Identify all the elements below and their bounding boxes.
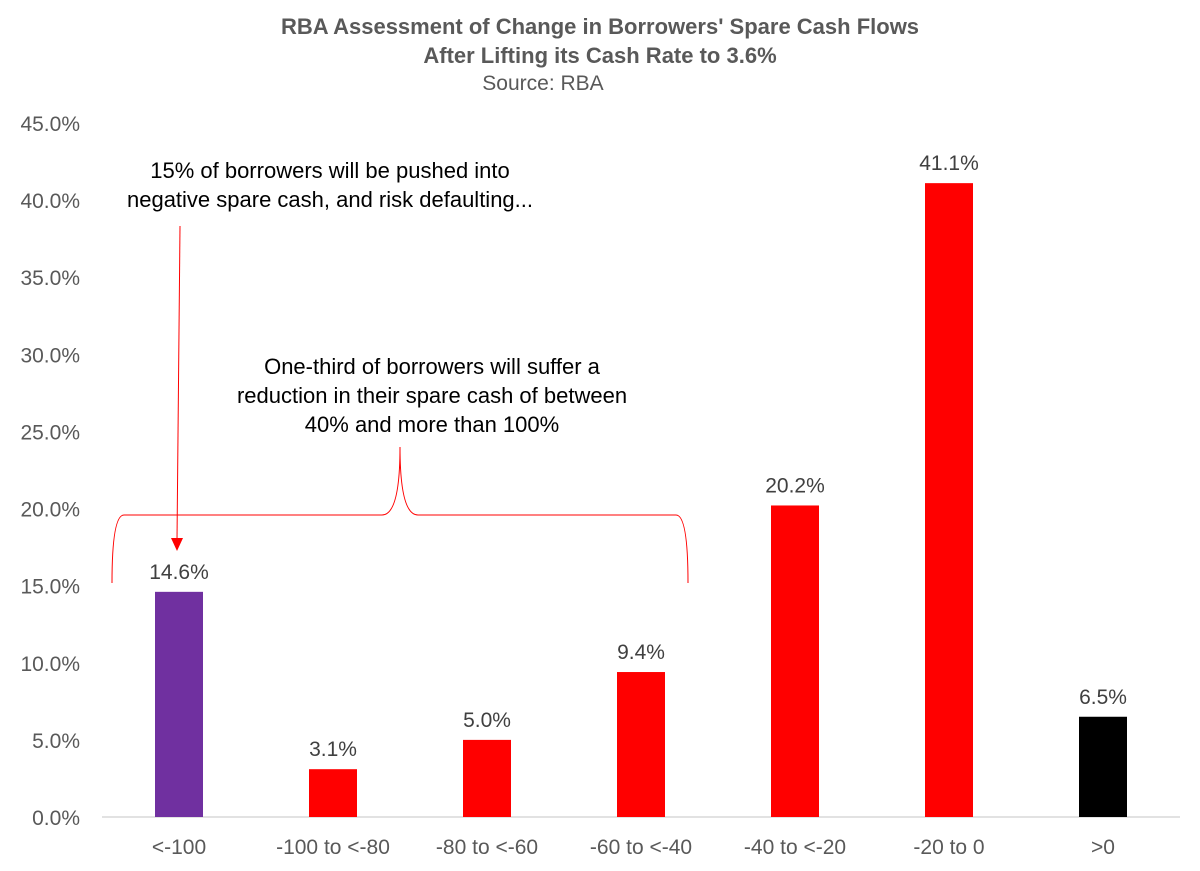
bar (309, 769, 357, 817)
bar (617, 672, 665, 817)
annotation-arrow (176, 225, 181, 541)
bar-value-label: 3.1% (309, 738, 357, 761)
bar-value-label: 6.5% (1079, 686, 1127, 709)
y-tick-label: 40.0% (20, 190, 80, 213)
bar-value-label: 9.4% (617, 641, 665, 664)
bar (925, 183, 973, 817)
x-tick-label: -80 to <-60 (436, 836, 538, 859)
annotation-default-risk: 15% of borrowers will be pushed into neg… (126, 158, 534, 212)
y-tick-label: 30.0% (20, 344, 80, 367)
bar (155, 591, 203, 817)
x-tick-label: -20 to 0 (913, 836, 984, 859)
y-tick-label: 0.0% (32, 807, 80, 830)
bar-value-label: 20.2% (765, 474, 825, 497)
y-tick-label: 35.0% (20, 267, 80, 290)
x-tick-label: <-100 (152, 836, 206, 859)
y-axis: 0.0% 5.0% 10.0% 15.0% 20.0% 25.0% 30.0% 35.0% 40… (20, 113, 80, 830)
bar (463, 739, 511, 817)
bars: 14.6% 3.1% 5.0% 9.4% 20.2% 41.1% 6.5% (149, 152, 1127, 817)
annotation-brace (111, 446, 689, 584)
bar-value-label: 14.6% (149, 561, 209, 584)
annotation-arrow-head (171, 538, 183, 551)
x-axis-labels: <-100 -100 to <-80 -80 to <-60 -60 to <-40 -… (152, 836, 1115, 859)
chart-subtitle: After Lifting its Cash Rate to 3.6% (423, 43, 777, 68)
y-tick-label: 20.0% (20, 499, 80, 522)
chart-source: Source: RBA (482, 72, 604, 95)
x-tick-label: -40 to <-20 (744, 836, 846, 859)
x-tick-label: >0 (1091, 836, 1115, 859)
chart-title: RBA Assessment of Change in Borrowers' S… (280, 14, 920, 39)
bar (771, 505, 819, 817)
y-tick-label: 25.0% (20, 421, 80, 444)
y-tick-label: 5.0% (32, 730, 80, 753)
annotation-one-third: One-third of borrowers will suffer a red… (236, 354, 628, 437)
bar-value-label: 5.0% (463, 709, 511, 732)
y-tick-label: 15.0% (20, 576, 80, 599)
bar-value-label: 41.1% (919, 152, 979, 175)
y-tick-label: 10.0% (20, 653, 80, 676)
y-tick-label: 45.0% (20, 113, 80, 136)
x-tick-label: -60 to <-40 (590, 836, 692, 859)
bar (1079, 716, 1127, 817)
x-tick-label: -100 to <-80 (276, 836, 390, 859)
